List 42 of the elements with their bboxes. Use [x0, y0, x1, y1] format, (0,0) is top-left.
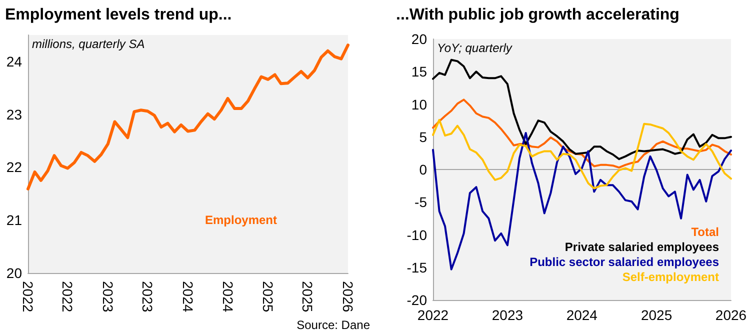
- y-tick-label: 21: [6, 212, 22, 228]
- y-tick-label: 5: [419, 128, 428, 145]
- x-tick-label: 2023: [100, 281, 116, 312]
- chart-title: ...With public job growth accelerating: [396, 6, 680, 24]
- x-tick-label: 2024: [180, 281, 196, 312]
- x-tick-label: 2025: [300, 281, 316, 312]
- text: Self-employment: [622, 270, 719, 284]
- y-tick-label: 22: [6, 159, 22, 176]
- y-tick-label: 20: [411, 31, 428, 47]
- text: Employment: [205, 213, 278, 227]
- line-series: [432, 118, 732, 190]
- x-tick-label: 2022: [20, 281, 36, 312]
- x-tick-label: 2024: [220, 281, 236, 312]
- x-tick-label: 2025: [640, 307, 672, 323]
- x-tick-label: 2026: [340, 281, 356, 312]
- y-tick-label: -10: [406, 226, 428, 243]
- y-tick-label: 20: [6, 265, 22, 281]
- line-series: [432, 98, 732, 169]
- y-tick-label: -15: [406, 259, 428, 276]
- text: Public sector salaried employees: [530, 255, 720, 269]
- text: Private salaried employees: [564, 240, 720, 254]
- x-tick-label: 2023: [492, 307, 524, 323]
- chart-title: Employment levels trend up...: [5, 6, 232, 24]
- x-tick-label: 2024: [566, 307, 598, 323]
- annotation: YoY; quarterly: [437, 41, 513, 55]
- y-tick-label: 10: [411, 96, 428, 112]
- source-note: Source: Dane: [296, 318, 370, 331]
- y-tick-label: 23: [6, 106, 22, 122]
- x-tick-label: 2022: [417, 307, 449, 323]
- annotation: millions, quarterly SA: [32, 37, 145, 51]
- y-tick-label: 0: [419, 162, 428, 178]
- y-tick-label: 24: [6, 53, 22, 70]
- y-tick-label: -20: [406, 292, 428, 308]
- line-series: [432, 58, 732, 160]
- x-tick-label: 2025: [260, 281, 276, 312]
- text: Total: [691, 225, 719, 239]
- x-tick-label: 2023: [140, 281, 156, 312]
- y-tick-label: -5: [414, 194, 428, 210]
- x-tick-label: 2026: [715, 307, 747, 323]
- x-tick-label: 2022: [60, 281, 76, 312]
- y-tick-label: 15: [411, 64, 428, 80]
- line-series: [432, 132, 732, 270]
